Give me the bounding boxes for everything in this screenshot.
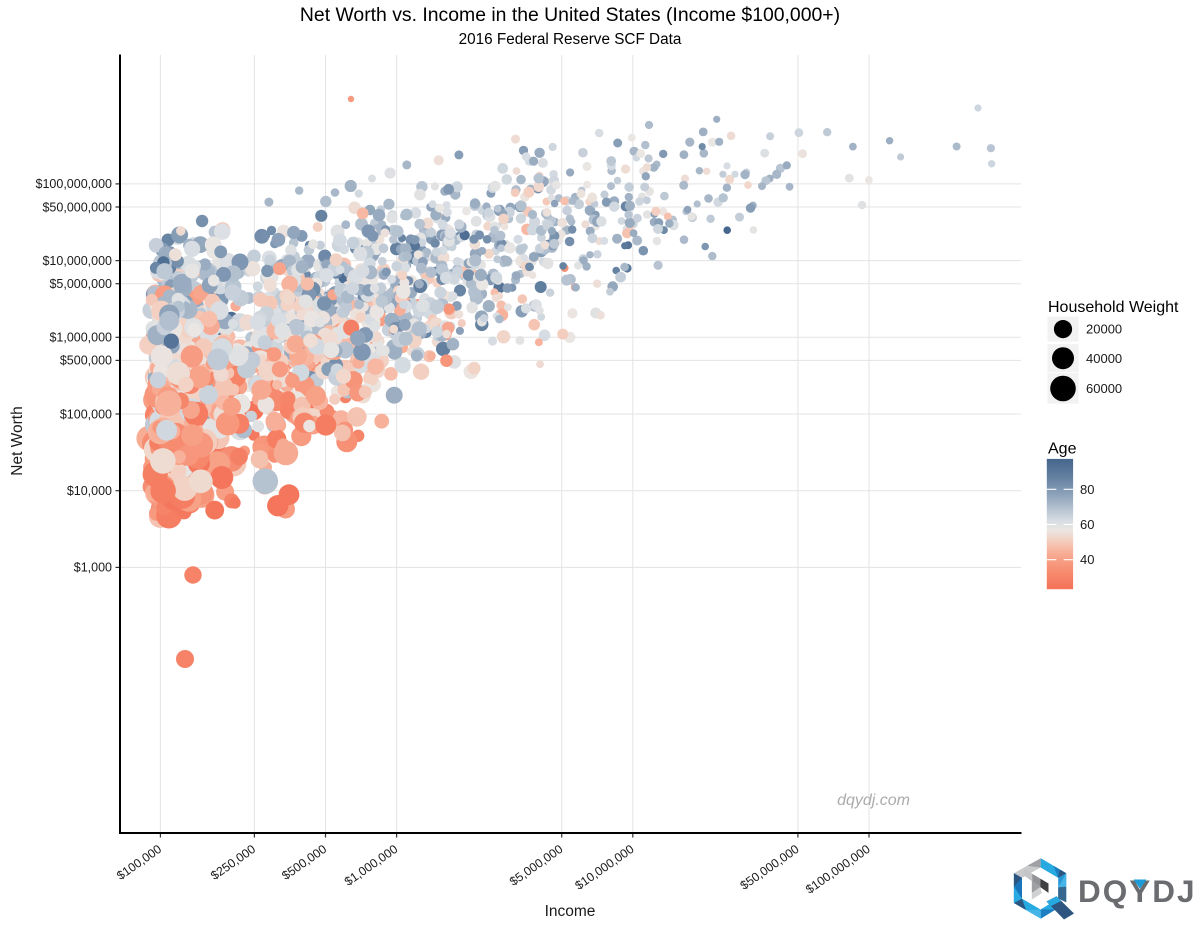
svg-text:Income: Income — [545, 903, 596, 920]
svg-text:Net Worth: Net Worth — [9, 406, 26, 476]
svg-text:80: 80 — [1080, 482, 1094, 497]
svg-text:60: 60 — [1080, 517, 1094, 532]
svg-text:$10,000,000: $10,000,000 — [42, 254, 112, 268]
svg-text:DQYDJ: DQYDJ — [1078, 873, 1197, 909]
svg-text:$10,000: $10,000 — [67, 484, 112, 498]
svg-text:2016 Federal Reserve SCF Data: 2016 Federal Reserve SCF Data — [459, 31, 682, 48]
svg-text:60000: 60000 — [1086, 381, 1122, 396]
svg-text:Age: Age — [1048, 441, 1077, 458]
svg-text:dqydj.com: dqydj.com — [837, 792, 910, 809]
svg-text:$100,000,000: $100,000,000 — [36, 177, 113, 191]
svg-text:Household Weight: Household Weight — [1048, 299, 1179, 316]
svg-text:40: 40 — [1080, 552, 1094, 567]
svg-text:$500,000: $500,000 — [60, 354, 112, 368]
svg-text:40000: 40000 — [1086, 351, 1122, 366]
svg-text:$1,000: $1,000 — [74, 561, 112, 575]
svg-text:$50,000,000: $50,000,000 — [42, 200, 112, 214]
svg-text:$1,000,000: $1,000,000 — [49, 331, 112, 345]
svg-text:$100,000: $100,000 — [60, 407, 112, 421]
svg-text:Net Worth vs. Income in the Un: Net Worth vs. Income in the United State… — [300, 4, 840, 26]
svg-text:$5,000,000: $5,000,000 — [49, 277, 112, 291]
svg-text:20000: 20000 — [1086, 322, 1122, 337]
